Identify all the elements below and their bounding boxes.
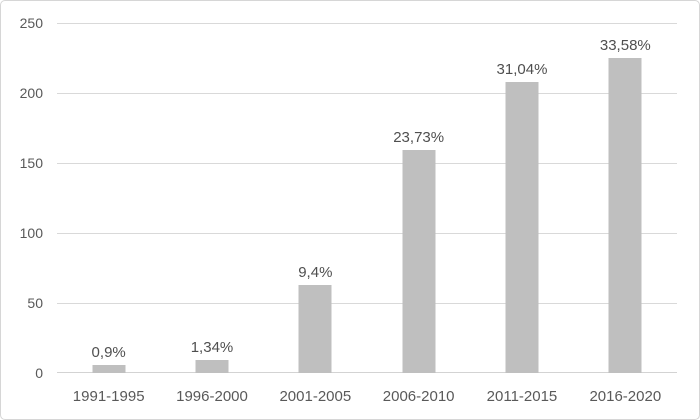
bar [92, 364, 126, 373]
y-tick-label: 150 [19, 155, 43, 171]
y-tick-label: 200 [19, 85, 43, 101]
bar [608, 58, 642, 373]
category-slot: 0,9% [57, 23, 160, 373]
data-label: 31,04% [496, 60, 548, 78]
category-slot: 33,58% [574, 23, 677, 373]
x-tick-label: 1996-2000 [176, 388, 248, 405]
bar [402, 150, 436, 373]
data-label: 1,34% [190, 339, 234, 357]
y-tick-label: 0 [35, 365, 43, 381]
data-label: 33,58% [599, 37, 651, 54]
plot-area: 0,9% 1,34% 9,4% 23,73% 31,04% 33,58% [57, 23, 677, 373]
x-tick-label: 1991-1995 [72, 388, 145, 405]
data-label: 23,73% [393, 129, 445, 147]
gridline [57, 23, 677, 24]
gridline [57, 233, 677, 234]
x-axis: 1991-1995 1996-2000 2001-2005 2006-2010 2011… [57, 388, 677, 406]
bar [195, 360, 229, 373]
category-slot: 23,73% [367, 23, 470, 373]
gridline [57, 93, 677, 94]
y-tick-label: 50 [27, 295, 43, 311]
y-tick-label: 250 [19, 15, 43, 31]
x-tick-label: 2001-2005 [279, 388, 352, 405]
y-axis: 0 50 100 150 200 250 [11, 15, 43, 381]
data-label: 0,9% [91, 343, 126, 361]
gridline [57, 303, 677, 304]
x-tick-label: 2011-2015 [486, 388, 558, 405]
category-slot: 1,34% [160, 23, 263, 373]
category-slot: 31,04% [470, 23, 573, 373]
category-slot: 9,4% [264, 23, 367, 373]
x-axis-line [57, 372, 677, 373]
x-tick-label: 2006-2010 [382, 388, 455, 405]
bar [298, 284, 332, 373]
bar [505, 81, 539, 373]
y-tick-label: 100 [19, 225, 43, 241]
data-label: 9,4% [298, 263, 333, 281]
x-tick-label: 2016-2020 [589, 388, 662, 405]
gridline [57, 163, 677, 164]
